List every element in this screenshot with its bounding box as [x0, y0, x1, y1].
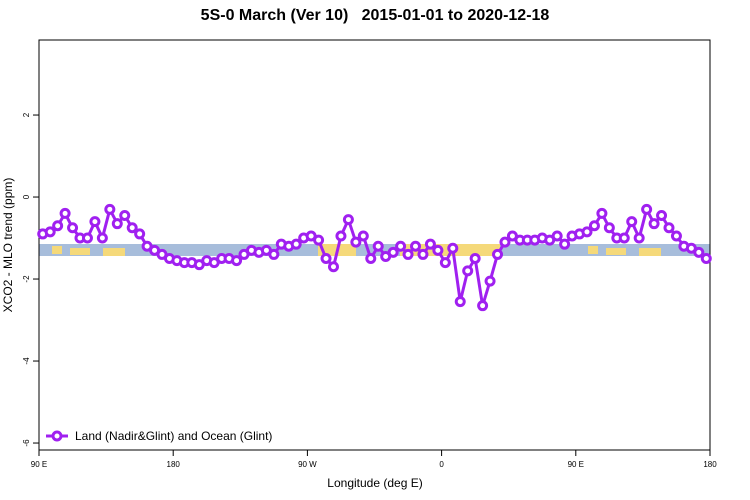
- data-point: [290, 238, 302, 250]
- data-point: [268, 248, 280, 260]
- data-point: [424, 238, 436, 250]
- data-point: [559, 238, 571, 250]
- data-point: [372, 240, 384, 252]
- data-point: [134, 228, 146, 240]
- data-point: [462, 265, 474, 277]
- legend: Land (Nadir&Glint) and Ocean (Glint): [46, 429, 272, 443]
- data-point: [89, 216, 101, 228]
- x-tick-label: 0: [439, 460, 444, 469]
- data-point: [410, 240, 422, 252]
- data-point: [581, 226, 593, 238]
- data-point: [313, 234, 325, 246]
- data-point: [499, 236, 511, 248]
- data-point: [484, 275, 496, 287]
- data-point: [603, 222, 615, 234]
- data-point: [648, 218, 660, 230]
- y-tick-label: 2: [22, 112, 31, 117]
- data-point: [402, 248, 414, 260]
- data-point: [111, 218, 123, 230]
- x-tick-label: 180: [703, 460, 717, 469]
- data-point: [670, 230, 682, 242]
- data-point: [81, 232, 93, 244]
- data-point: [52, 220, 64, 232]
- data-point: [447, 242, 459, 254]
- legend-label: Land (Nadir&Glint) and Ocean (Glint): [75, 429, 272, 443]
- data-point: [327, 261, 339, 273]
- data-point: [596, 207, 608, 219]
- data-point: [432, 244, 444, 256]
- y-axis-label: XCO2 - MLO trend (ppm): [1, 178, 15, 313]
- x-tick-label: 90 W: [298, 460, 317, 469]
- plot-frame: [38, 39, 711, 451]
- land-patch: [639, 248, 661, 256]
- data-point: [492, 248, 504, 260]
- x-axis-label: Longitude (deg E): [327, 476, 422, 490]
- data-point: [67, 222, 79, 234]
- data-point: [417, 248, 429, 260]
- land-patch: [70, 248, 90, 255]
- land-patch: [606, 248, 626, 255]
- data-point: [350, 236, 362, 248]
- legend-marker: [51, 430, 63, 442]
- data-point: [469, 253, 481, 265]
- land-patch: [103, 248, 125, 256]
- data-point: [700, 253, 712, 265]
- data-point: [365, 253, 377, 265]
- y-tick-label: -2: [22, 275, 31, 283]
- data-point: [44, 226, 56, 238]
- data-point: [439, 257, 451, 269]
- data-point: [633, 232, 645, 244]
- data-point: [126, 222, 138, 234]
- data-point: [357, 230, 369, 242]
- data-point: [320, 253, 332, 265]
- data-point: [477, 300, 489, 312]
- y-tick-label: 0: [22, 194, 31, 199]
- data-point: [342, 214, 354, 226]
- data-point: [395, 240, 407, 252]
- data-point: [119, 209, 131, 221]
- data-point: [693, 246, 705, 258]
- y-tick-label: -4: [22, 357, 31, 365]
- chart-title: 5S-0 March (Ver 10) 2015-01-01 to 2020-1…: [201, 7, 550, 24]
- land-patch: [52, 246, 62, 254]
- data-point: [335, 230, 347, 242]
- data-point: [626, 216, 638, 228]
- data-point: [656, 209, 668, 221]
- data-point: [231, 255, 243, 267]
- data-point: [663, 222, 675, 234]
- data-point: [641, 203, 653, 215]
- y-tick-label: -6: [22, 439, 31, 447]
- land-patch: [588, 246, 598, 254]
- data-point: [551, 230, 563, 242]
- data-point: [588, 220, 600, 232]
- series: [37, 203, 712, 312]
- x-tick-label: 90 E: [568, 460, 584, 469]
- data-point: [618, 232, 630, 244]
- x-tick-label: 90 E: [31, 460, 47, 469]
- data-point: [104, 203, 116, 215]
- data-point: [96, 232, 108, 244]
- x-tick-label: 180: [167, 460, 181, 469]
- data-point: [387, 246, 399, 258]
- data-point: [454, 296, 466, 308]
- data-point: [59, 207, 71, 219]
